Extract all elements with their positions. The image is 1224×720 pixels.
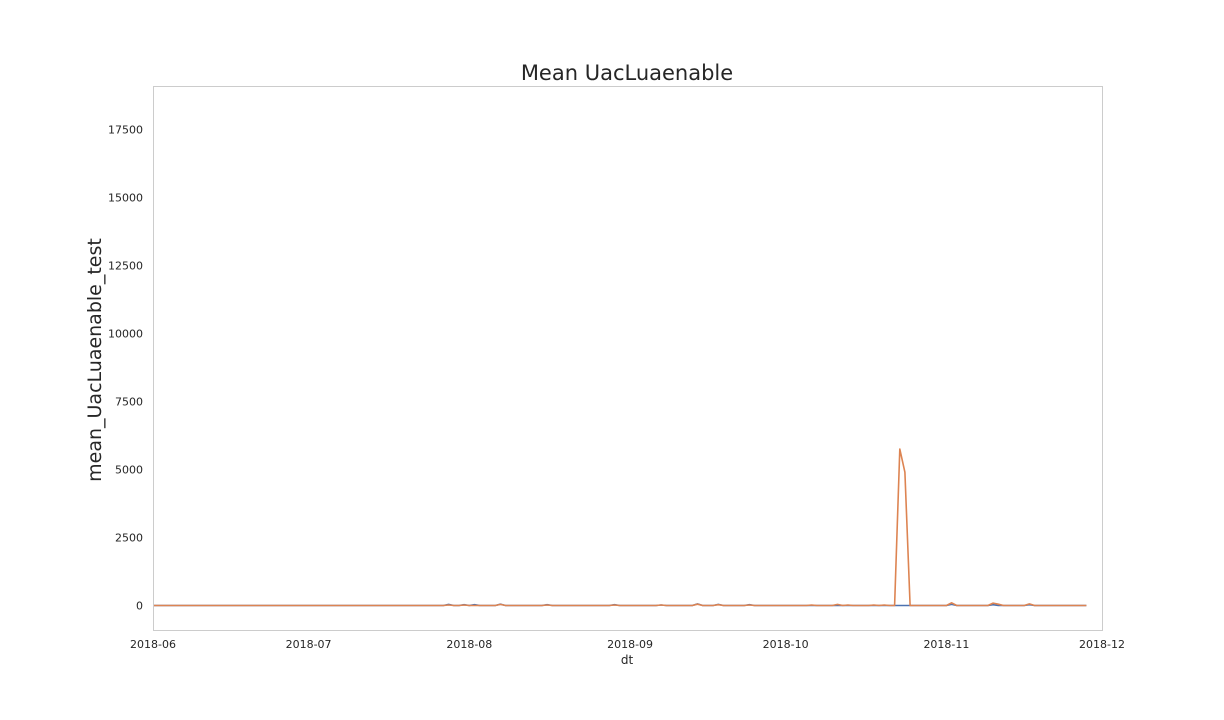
series-line-2	[153, 448, 1087, 607]
x-tick-label: 2018-08	[446, 638, 492, 651]
x-tick-label: 2018-11	[923, 638, 969, 651]
x-tick-label: 2018-10	[763, 638, 809, 651]
x-tick-label: 2018-07	[286, 638, 332, 651]
y-tick-label: 7500	[115, 396, 143, 409]
y-tick-label: 12500	[108, 260, 143, 273]
y-tick-label: 17500	[108, 124, 143, 137]
y-tick-label: 10000	[108, 328, 143, 341]
y-tick-label: 15000	[108, 192, 143, 205]
chart-title: Mean UacLuaenable	[521, 61, 733, 85]
y-tick-label: 0	[136, 600, 143, 613]
x-axis-label: dt	[621, 653, 634, 667]
x-tick-label: 2018-06	[130, 638, 176, 651]
x-tick-label: 2018-09	[607, 638, 653, 651]
plot-frame	[153, 86, 1103, 631]
series-layer	[153, 448, 1087, 607]
y-axis-label: mean_UacLuaenable_test	[84, 238, 106, 482]
y-tick-label: 5000	[115, 464, 143, 477]
y-tick-label: 2500	[115, 532, 143, 545]
x-tick-label: 2018-12	[1079, 638, 1125, 651]
axis-ticks: 2018-06 2018-07 2018-08 2018-09 2018-10 2018-…	[108, 124, 1125, 651]
